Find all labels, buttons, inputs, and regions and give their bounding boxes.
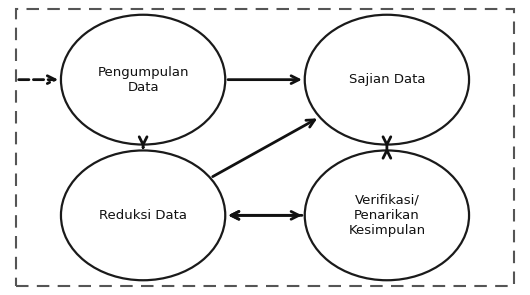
Text: Verifikasi/
Penarikan
Kesimpulan: Verifikasi/ Penarikan Kesimpulan (348, 194, 426, 237)
Ellipse shape (305, 15, 469, 145)
Text: Sajian Data: Sajian Data (349, 73, 425, 86)
Text: Reduksi Data: Reduksi Data (99, 209, 187, 222)
Ellipse shape (305, 150, 469, 280)
Ellipse shape (61, 150, 225, 280)
Text: Pengumpulan
Data: Pengumpulan Data (98, 66, 189, 94)
Ellipse shape (61, 15, 225, 145)
